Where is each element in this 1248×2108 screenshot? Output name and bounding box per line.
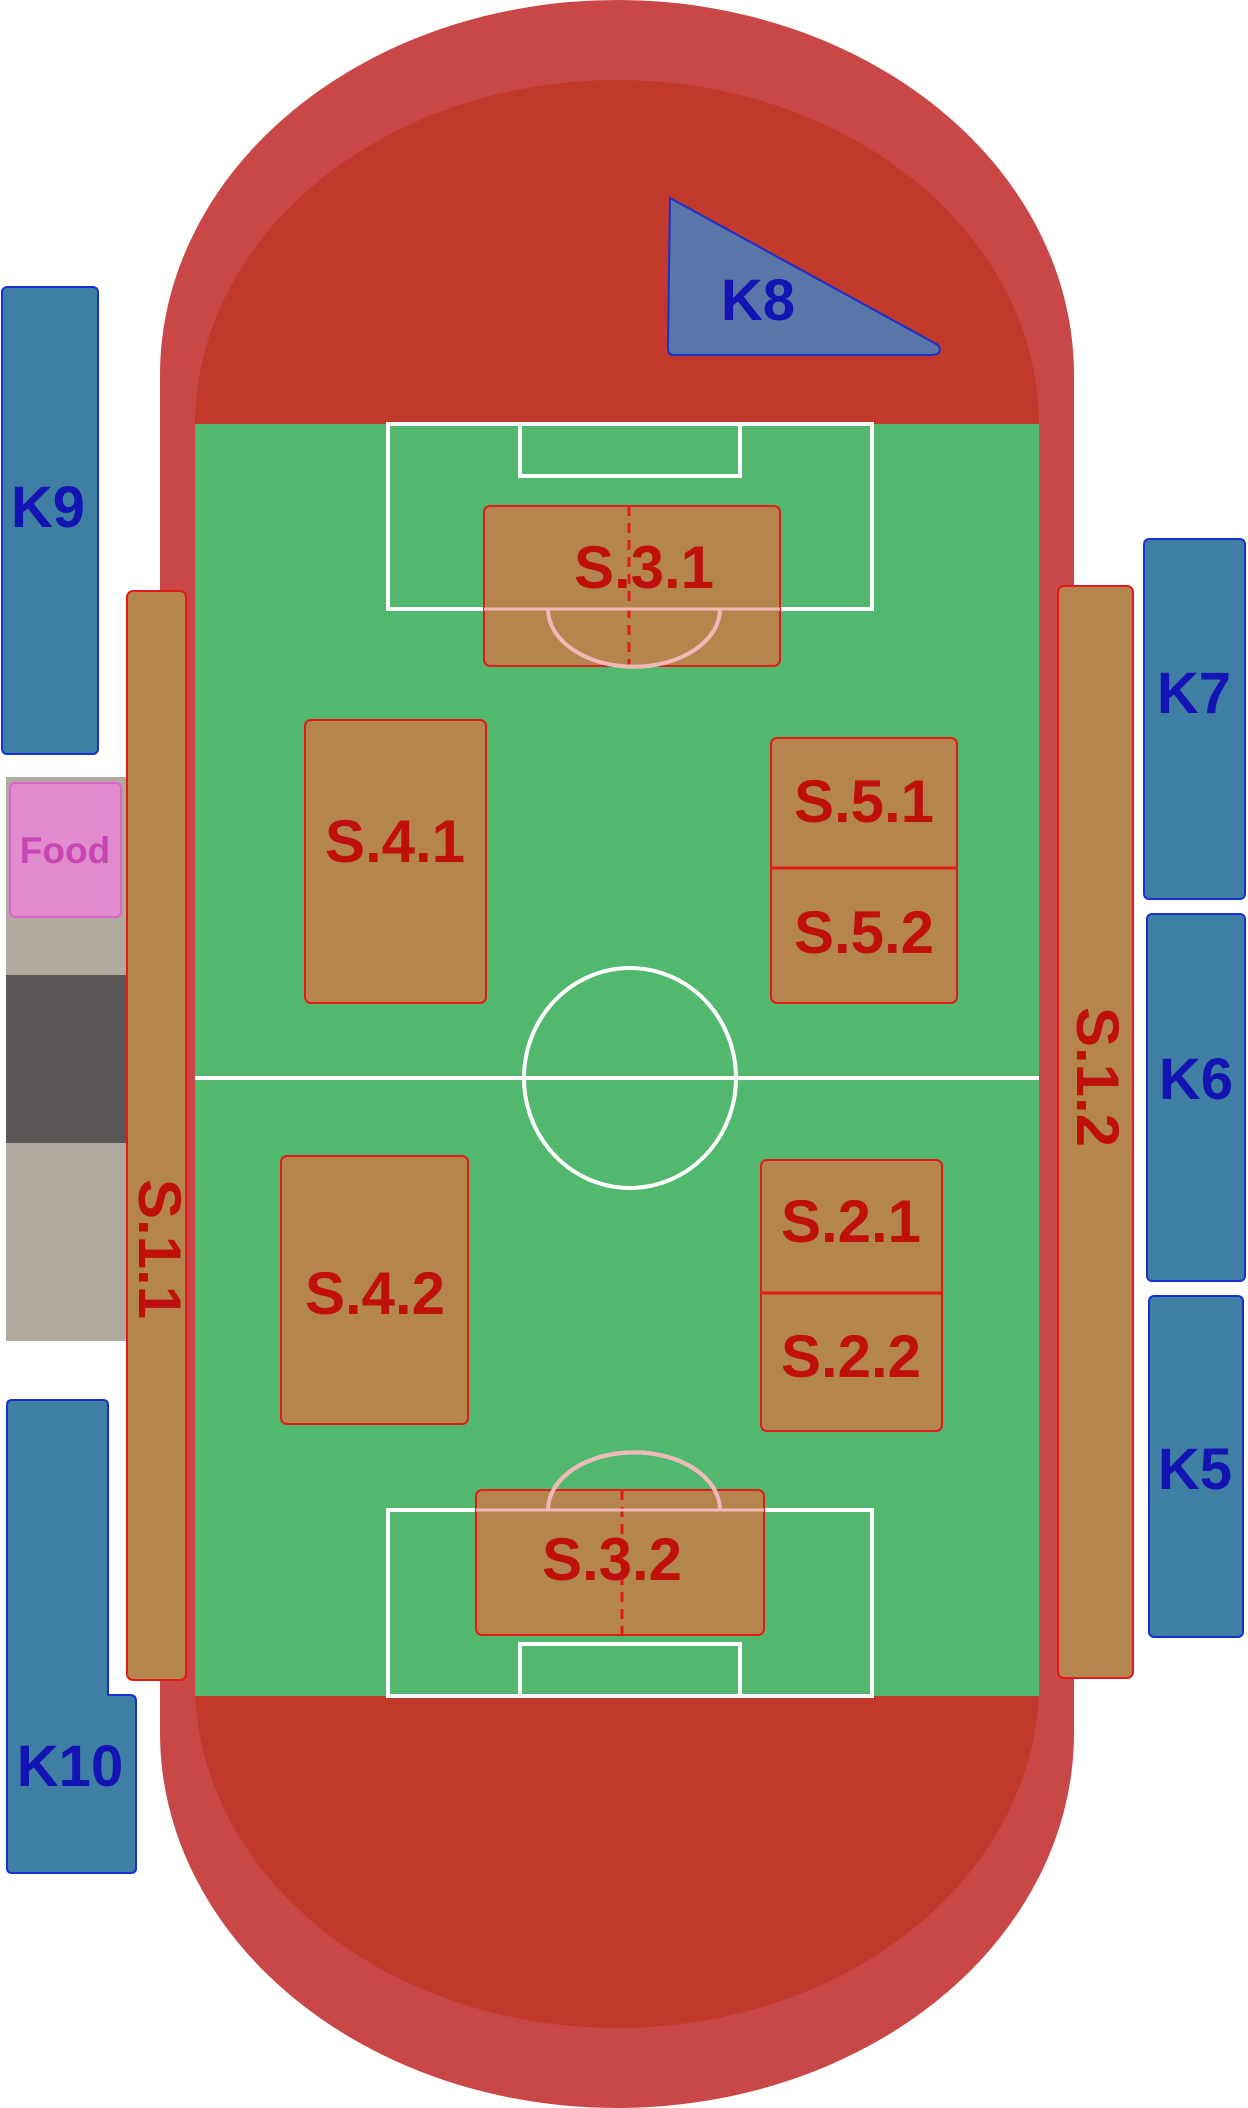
section-s42[interactable]: S.4.2 bbox=[280, 1155, 469, 1425]
food-stand[interactable]: Food bbox=[9, 782, 122, 918]
section-s41-shape[interactable] bbox=[304, 719, 487, 1004]
walkway-light-bottom bbox=[6, 1143, 134, 1341]
section-s51-label[interactable]: S.5.1 bbox=[794, 768, 934, 835]
section-s41[interactable]: S.4.1 bbox=[304, 719, 487, 1004]
section-s32-label: S.3.2 bbox=[542, 1526, 682, 1593]
kiosk-k9-label: K9 bbox=[11, 475, 85, 540]
section-s5-shape bbox=[770, 737, 958, 1004]
section-s11-shape[interactable] bbox=[126, 590, 187, 1681]
kiosk-k9-shape[interactable] bbox=[1, 286, 99, 755]
kiosk-k6[interactable]: K6 bbox=[1146, 913, 1246, 1282]
section-s11-label: S.1.1 bbox=[126, 1179, 193, 1319]
section-s52-label[interactable]: S.5.2 bbox=[794, 899, 934, 966]
kiosk-k6-label: K6 bbox=[1159, 1047, 1233, 1112]
section-s42-label: S.4.2 bbox=[305, 1260, 445, 1327]
section-s12[interactable]: S.1.2 bbox=[1057, 585, 1134, 1679]
kiosk-k8[interactable]: K8 bbox=[666, 196, 941, 356]
kiosk-k7-label: K7 bbox=[1157, 661, 1231, 726]
center-circle bbox=[522, 966, 738, 1190]
kiosk-k7-shape[interactable] bbox=[1143, 538, 1246, 900]
section-s12-shape[interactable] bbox=[1057, 585, 1134, 1679]
top-goal-box bbox=[518, 422, 742, 478]
kiosk-k5-shape[interactable] bbox=[1148, 1295, 1244, 1638]
section-s32[interactable]: S.3.2 bbox=[475, 1450, 765, 1636]
kiosk-k9[interactable]: K9 bbox=[1, 286, 99, 755]
kiosk-k5[interactable]: K5 bbox=[1148, 1295, 1244, 1638]
kiosk-k8-label: K8 bbox=[721, 268, 795, 333]
walkway-dark-strip bbox=[6, 975, 134, 1143]
section-s21-label[interactable]: S.2.1 bbox=[781, 1188, 921, 1255]
section-s41-label: S.4.1 bbox=[325, 808, 465, 875]
section-s11[interactable]: S.1.1 bbox=[126, 590, 193, 1681]
kiosk-k5-label: K5 bbox=[1158, 1437, 1232, 1502]
section-s31[interactable]: S.3.1 bbox=[483, 505, 781, 669]
section-s5: S.5.1 S.5.2 bbox=[770, 737, 958, 1004]
section-s42-shape[interactable] bbox=[280, 1155, 469, 1425]
section-s31-arc-overlay bbox=[546, 608, 722, 669]
section-s31-label: S.3.1 bbox=[574, 534, 714, 601]
kiosk-k10-shape[interactable] bbox=[6, 1399, 137, 1874]
section-s12-label: S.1.2 bbox=[1064, 1007, 1131, 1147]
kiosk-k6-shape[interactable] bbox=[1146, 913, 1246, 1282]
food-stand-shape[interactable] bbox=[9, 782, 122, 918]
section-s2-shape bbox=[760, 1159, 943, 1432]
kiosk-k10[interactable]: K10 bbox=[6, 1399, 137, 1874]
kiosk-k10-label: K10 bbox=[17, 1734, 123, 1799]
bottom-goal-box bbox=[518, 1642, 742, 1698]
section-s2: S.2.1 S.2.2 bbox=[760, 1159, 943, 1432]
section-s32-arc-overlay bbox=[546, 1450, 722, 1511]
food-stand-label: Food bbox=[20, 830, 110, 871]
section-s32-shape[interactable] bbox=[475, 1489, 765, 1636]
section-s22-label[interactable]: S.2.2 bbox=[781, 1323, 921, 1390]
kiosk-k8-shape[interactable] bbox=[666, 196, 941, 356]
kiosk-k7[interactable]: K7 bbox=[1143, 538, 1246, 900]
